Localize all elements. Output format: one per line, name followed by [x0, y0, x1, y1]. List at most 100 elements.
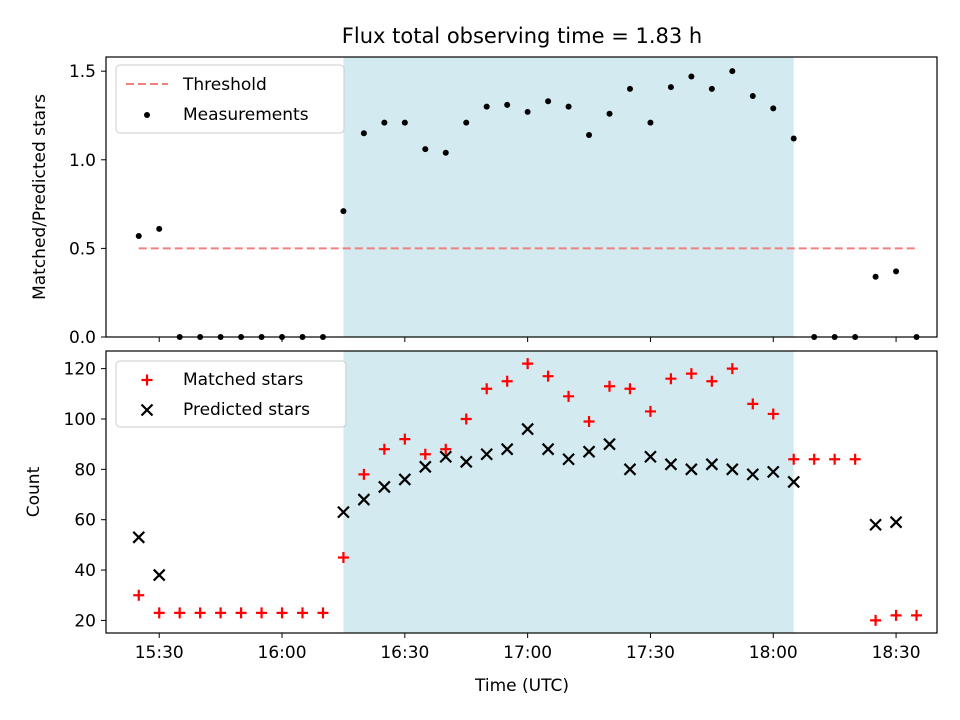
top-ticks: 0.0 0.5 1.0 1.5 [69, 62, 897, 348]
predicted-star-point [787, 475, 801, 489]
matched-star-point-shape [256, 607, 268, 619]
measurement-point [565, 103, 572, 110]
measurement-point [749, 92, 756, 99]
top-y-tick-label: 0.0 [69, 328, 96, 348]
predicted-star-point-shape [357, 493, 371, 506]
matched-star-point-shape [337, 551, 349, 563]
legend-matched-marker [141, 374, 153, 386]
predicted-star-point [337, 505, 350, 519]
predicted-star-point-shape [623, 463, 637, 476]
top-data-layer [135, 68, 920, 340]
x-tick-label: 15:30 [135, 643, 184, 663]
matched-star-point-shape [911, 609, 923, 621]
legend-measurements-label: Measurements [183, 105, 309, 125]
matched-star-point-shape [358, 468, 370, 480]
chart-title: Flux total observing time = 1.83 h [342, 24, 702, 48]
predicted-star-point [439, 450, 453, 464]
matched-star-point-shape [890, 609, 902, 621]
matched-star-point-shape [870, 614, 882, 626]
measurement-point [545, 98, 552, 105]
predicted-star-point-shape [746, 468, 760, 481]
measurement-point [626, 85, 633, 92]
measurement-point [135, 232, 142, 239]
matched-star-point-shape [153, 607, 165, 619]
matched-star-point [215, 607, 227, 619]
predicted-star-point [541, 442, 555, 456]
matched-star-point [870, 614, 882, 626]
matched-star-point [399, 433, 411, 445]
matched-star-point [358, 468, 370, 480]
matched-star-point [337, 551, 349, 563]
x-tick-label: 17:30 [626, 643, 675, 663]
matched-star-point [685, 368, 697, 380]
bottom-ticks: 20 40 60 80 100 120 15:30 16:00 16:30 17:00 17:30 1… [64, 360, 921, 663]
matched-star-point-shape [685, 368, 697, 380]
measurement-point [381, 119, 388, 126]
predicted-star-point [132, 531, 146, 544]
predicted-star-point-shape [152, 568, 166, 582]
matched-star-point [194, 607, 206, 619]
bottom-legend-box [115, 360, 347, 428]
matched-star-point [296, 607, 308, 619]
matched-star-point [911, 609, 923, 621]
x-tick-label: 16:00 [258, 643, 307, 663]
legend-predicted-swatch [140, 403, 154, 417]
bottom-y-axis-label: Count [24, 466, 44, 517]
top-y-axis-label: Matched/Predicted stars [30, 94, 50, 300]
predicted-star-point-shape [500, 442, 514, 456]
matched-star-point [256, 607, 268, 619]
matched-star-point [644, 405, 656, 417]
predicted-star-point [480, 447, 493, 461]
measurement-point [647, 119, 654, 126]
matched-star-point [153, 607, 165, 619]
measurement-point [708, 85, 715, 92]
measurement-point [586, 131, 593, 138]
measurement-point [770, 105, 777, 112]
matched-star-point-shape [604, 380, 616, 392]
predicted-star-point [766, 465, 780, 479]
matched-star-point [624, 383, 636, 395]
top-y-tick-label: 0.5 [69, 239, 96, 259]
measurement-point [872, 273, 879, 280]
predicted-star-point-shape [562, 452, 575, 466]
legend-matched-marker-shape [141, 374, 153, 386]
predicted-star-point [398, 473, 412, 486]
matched-star-point [378, 443, 390, 455]
top-panel: 0.0 0.5 1.0 1.5 Matched/Predicted stars Thr… [30, 56, 938, 348]
predicted-star-point-shape [337, 505, 350, 519]
legend-measurements-swatch [144, 112, 150, 118]
matched-star-point-shape [644, 405, 656, 417]
matched-star-point-shape [501, 375, 513, 387]
measurement-point [524, 108, 531, 115]
matched-star-point [419, 448, 431, 460]
predicted-star-point [603, 437, 616, 451]
matched-star-point [133, 589, 145, 601]
matched-star-point-shape [419, 448, 431, 460]
predicted-star-point-shape [644, 450, 657, 464]
predicted-star-point [562, 452, 575, 466]
predicted-star-point-shape [582, 445, 596, 458]
predicted-star-point-shape [766, 465, 780, 479]
matched-star-point-shape [235, 607, 247, 619]
matched-star-point-shape [706, 375, 718, 387]
matched-star-point [849, 453, 861, 465]
matched-star-point [726, 363, 738, 375]
predicted-star-point-shape [132, 531, 146, 544]
measurement-point [667, 84, 674, 91]
predicted-star-point-shape [685, 463, 698, 476]
x-axis-label: Time (UTC) [474, 676, 569, 696]
predicted-star-point [623, 463, 637, 476]
bottom-y-tick-label: 100 [64, 410, 96, 430]
matched-star-point [583, 416, 595, 427]
matched-star-point [788, 453, 800, 465]
predicted-star-point [889, 515, 903, 529]
predicted-star-point [664, 458, 678, 471]
predicted-star-point-shape [480, 447, 493, 461]
matched-star-point [604, 380, 616, 392]
predicted-star-point-shape [459, 455, 473, 469]
matched-star-point [501, 375, 513, 387]
matched-star-point-shape [808, 453, 820, 465]
measurement-point [156, 225, 163, 232]
matched-star-point [829, 453, 841, 465]
x-tick-label: 16:30 [380, 643, 429, 663]
